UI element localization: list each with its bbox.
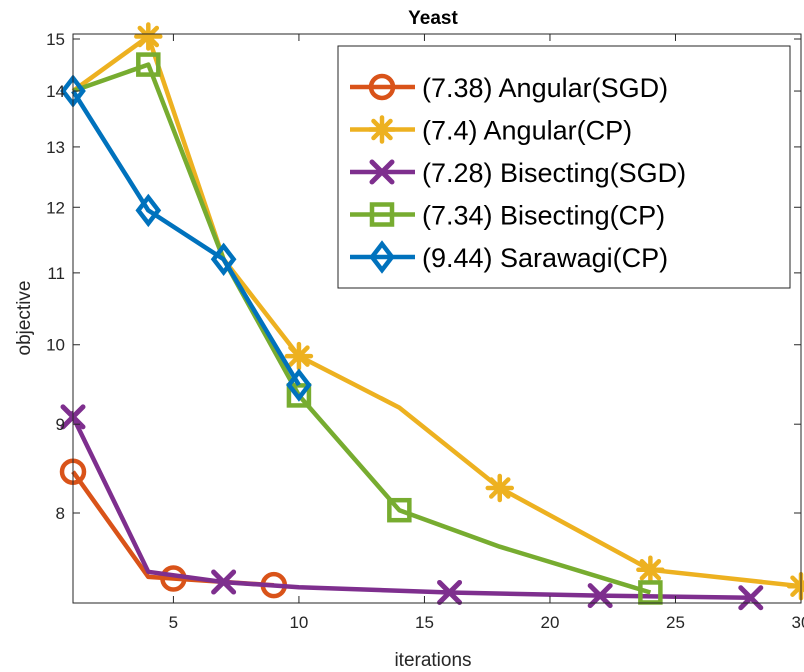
y-tick-label: 9 bbox=[56, 415, 65, 434]
plot-frame bbox=[72, 33, 802, 604]
series-4-point-1 bbox=[135, 193, 162, 228]
series-3-point-2 bbox=[387, 497, 412, 523]
legend-entry-1: (7.4) Angular(CP) bbox=[350, 115, 632, 146]
legend-entry-0: (7.38) Angular(SGD) bbox=[350, 73, 668, 103]
x-tick-label: 10 bbox=[289, 613, 308, 632]
x-tick-label: 5 bbox=[169, 613, 178, 632]
y-tick-label: 14 bbox=[46, 82, 65, 101]
legend-label-2: (7.28) Bisecting(SGD) bbox=[422, 158, 686, 188]
y-tick-label: 13 bbox=[46, 138, 65, 157]
ticks-layer: 5 10 15 20 25 30 8 9 10 11 12 13 14 15 bbox=[46, 30, 804, 632]
series-4-point-3 bbox=[286, 368, 312, 402]
legend: (7.38) Angular(SGD) (7.4) Angular(CP) (7.2… bbox=[337, 45, 791, 289]
y-axis-label: objective bbox=[14, 281, 35, 356]
legend-entry-4: (9.44) Sarawagi(CP) bbox=[350, 240, 668, 274]
x-tick-label: 15 bbox=[415, 613, 434, 632]
legend-marker-1 bbox=[367, 115, 397, 144]
series-1-point-4 bbox=[786, 571, 804, 601]
legend-marker-2 bbox=[369, 159, 395, 185]
chart-title: Yeast bbox=[408, 8, 458, 29]
legend-label-0: (7.38) Angular(SGD) bbox=[422, 73, 668, 103]
legend-marker-4 bbox=[369, 240, 395, 274]
y-tick-label: 10 bbox=[46, 336, 65, 355]
series-1-point-1 bbox=[284, 341, 314, 371]
legend-label-3: (7.34) Bisecting(CP) bbox=[422, 201, 665, 231]
series-2-point-2 bbox=[437, 579, 463, 605]
series-4-point-2 bbox=[210, 242, 237, 276]
series-2-point-4 bbox=[738, 585, 764, 611]
y-tick-label: 15 bbox=[46, 30, 65, 49]
legend-label-4: (9.44) Sarawagi(CP) bbox=[422, 243, 668, 273]
series-3-point-1 bbox=[286, 383, 312, 408]
series-line-1 bbox=[71, 34, 802, 589]
series-1-point-3 bbox=[636, 555, 665, 585]
x-axis-label: iterations bbox=[394, 650, 471, 671]
series-line-4 bbox=[71, 89, 301, 387]
legend-entry-2: (7.28) Bisecting(SGD) bbox=[350, 158, 686, 188]
series-2-point-3 bbox=[587, 583, 613, 609]
y-tick-label: 8 bbox=[56, 504, 65, 523]
y-tick-label: 11 bbox=[47, 264, 65, 283]
legend-marker-0 bbox=[368, 73, 396, 101]
series-1-point-2 bbox=[485, 473, 515, 503]
legend-label-1: (7.4) Angular(CP) bbox=[422, 116, 632, 146]
series-3-point-3 bbox=[638, 580, 663, 605]
series-1-point-0 bbox=[134, 22, 163, 51]
x-tick-label: 20 bbox=[541, 613, 560, 632]
x-tick-label: 30 bbox=[792, 613, 804, 632]
legend-marker-3 bbox=[369, 202, 395, 227]
series-3-point-0 bbox=[136, 52, 161, 77]
x-tick-label: 25 bbox=[666, 613, 685, 632]
y-tick-label: 12 bbox=[46, 198, 65, 217]
series-2-point-1 bbox=[211, 569, 237, 595]
legend-entry-3: (7.34) Bisecting(CP) bbox=[350, 201, 665, 231]
